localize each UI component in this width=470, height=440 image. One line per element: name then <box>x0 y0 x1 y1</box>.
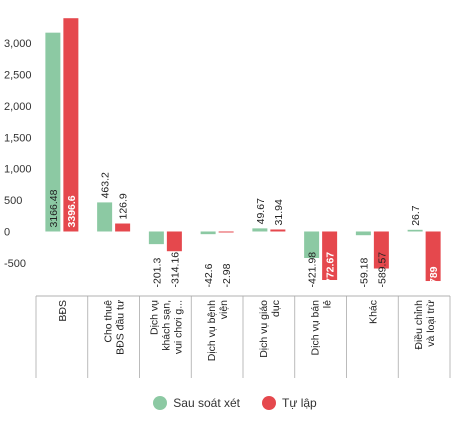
data-label-series-2: 31.94 <box>273 199 285 225</box>
y-tick-label: 0 <box>4 226 10 238</box>
y-tick-label: 1,500 <box>4 132 32 144</box>
data-label-series-2: -772.67 <box>325 252 337 288</box>
bar-series-2 <box>373 231 389 269</box>
data-label-series-1: -201.3 <box>151 258 163 288</box>
bar-series-2 <box>322 231 338 281</box>
legend-label-series-1: Sau soát xét <box>173 396 240 410</box>
data-label-series-1: 49.67 <box>255 198 267 224</box>
bar-series-1 <box>252 228 268 232</box>
legend-item-series-1: Sau soát xét <box>153 396 240 410</box>
category-label: Khác <box>367 300 379 324</box>
category-label: viện <box>218 300 230 319</box>
legend-swatch-series-1 <box>153 396 168 410</box>
data-label-series-1: -59.18 <box>358 258 370 288</box>
legend-item-series-2: Tự lập <box>262 396 317 410</box>
bar-series-1 <box>45 32 61 232</box>
y-tick-label: 3,000 <box>4 38 32 50</box>
y-tick-label: 1,000 <box>4 164 32 176</box>
data-label-series-1: -421.98 <box>307 252 319 288</box>
y-tick-label: 500 <box>4 195 22 207</box>
category-label: BĐS <box>57 300 69 322</box>
data-label-series-1: 3166.48 <box>48 189 60 227</box>
data-label-series-2: -789 <box>428 266 440 287</box>
legend-label-series-2: Tự lập <box>282 396 317 410</box>
y-tick-label: 2,500 <box>4 70 32 82</box>
bar-series-2 <box>218 231 234 233</box>
category-label: dục <box>270 300 282 317</box>
data-label-series-2: 3396.6 <box>66 195 78 227</box>
category-label: Dịch vụ giáo <box>258 300 270 358</box>
bar-series-1 <box>407 229 423 232</box>
bar-series-2 <box>63 18 79 232</box>
bar-series-2 <box>166 231 182 252</box>
bar-series-1 <box>200 231 216 235</box>
bar-series-2 <box>115 223 131 232</box>
y-tick-label: -500 <box>4 258 26 270</box>
y-tick-label: 2,000 <box>4 101 32 113</box>
category-label: và loại trừ <box>425 300 437 347</box>
legend-swatch-series-2 <box>262 396 276 410</box>
data-label-series-2: -589.57 <box>376 252 388 288</box>
category-label: Dịch vụ bán <box>310 300 322 356</box>
category-label: BĐS đầu tư <box>115 300 127 355</box>
data-label-series-2: -314.16 <box>169 252 181 288</box>
category-label: Dịch vụ <box>148 300 160 335</box>
bar-series-1 <box>148 231 164 245</box>
category-label: Điều chỉnh <box>413 300 425 350</box>
data-label-series-1: -42.6 <box>203 263 215 287</box>
category-label: khách sạn, <box>160 300 172 351</box>
data-label-series-2: 126.9 <box>118 193 130 219</box>
category-label: Dịch vụ bệnh <box>206 300 218 361</box>
category-label: Cho thuê <box>103 300 115 343</box>
category-label: lẻ <box>322 300 334 308</box>
bar-series-1 <box>304 231 320 258</box>
bar-series-2 <box>270 229 286 232</box>
data-label-series-1: 26.7 <box>410 205 422 226</box>
data-label-series-2: -2.98 <box>221 263 233 287</box>
data-label-series-1: 463.2 <box>100 172 112 198</box>
legend: Sau soát xét Tự lập <box>0 396 470 410</box>
bar-series-2 <box>425 231 441 282</box>
bar-series-1 <box>355 231 371 236</box>
bar-series-1 <box>97 202 113 232</box>
category-label: vui chơi g... <box>172 300 184 354</box>
